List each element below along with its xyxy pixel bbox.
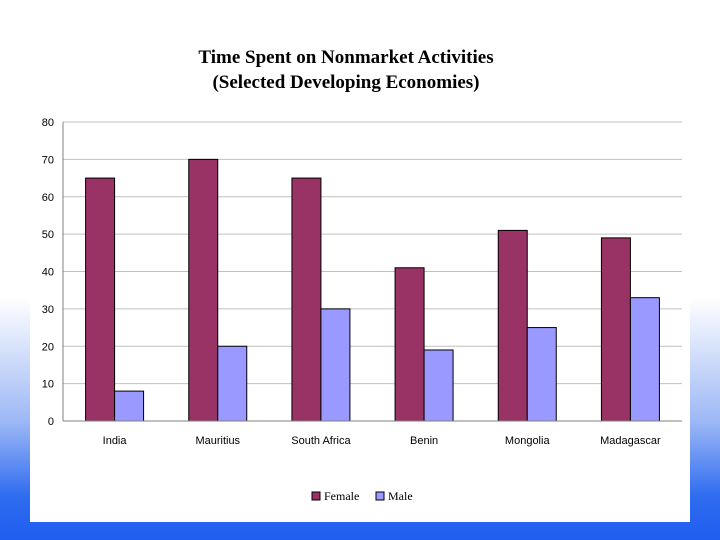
x-tick-label: Benin	[410, 435, 438, 447]
y-tick-label: 80	[42, 117, 54, 129]
bar-female-south-africa	[291, 177, 322, 422]
y-tick-label: 20	[42, 341, 54, 353]
legend-swatch-female	[311, 491, 321, 501]
bar-male-mauritius	[217, 345, 248, 422]
gridlines	[63, 121, 682, 422]
legend-label-female: Female	[324, 489, 359, 503]
y-axis-ticks: 0 10 20 30 40 50 60 70 80	[42, 117, 54, 428]
y-tick-label: 10	[42, 379, 54, 391]
x-tick-label: Madagascar	[600, 435, 661, 447]
chart-panel: Time Spent on Nonmarket Activities (Sele…	[30, 38, 690, 522]
bar-female-india	[85, 177, 116, 422]
bar-male-benin	[423, 349, 454, 422]
bar-male-mongolia	[526, 327, 557, 422]
bar-male-india	[114, 390, 145, 422]
bar-female-mauritius	[188, 158, 219, 422]
axes	[62, 122, 682, 422]
y-tick-label: 70	[42, 154, 54, 166]
x-tick-label: Mauritius	[195, 435, 240, 447]
x-tick-label: Mongolia	[505, 435, 551, 447]
chart-title-line-2: (Selected Developing Economies)	[212, 72, 479, 93]
bar-female-mongolia	[497, 229, 528, 422]
bar-male-south-africa	[320, 308, 351, 422]
y-tick-label: 30	[42, 304, 54, 316]
x-tick-label: India	[103, 435, 128, 447]
bars	[85, 158, 660, 422]
legend-swatch-male	[375, 491, 385, 501]
x-tick-label: South Africa	[291, 435, 351, 447]
bar-female-benin	[394, 267, 425, 422]
y-tick-label: 50	[42, 229, 54, 241]
bar-female-madagascar	[600, 237, 631, 422]
legend: Female Male	[311, 489, 413, 503]
y-tick-label: 0	[48, 416, 54, 428]
bar-chart: Time Spent on Nonmarket Activities (Sele…	[42, 47, 682, 503]
y-tick-label: 60	[42, 192, 54, 204]
x-axis-labels: India Mauritius South Africa Benin Mongolia M…	[103, 435, 661, 447]
bar-male-madagascar	[629, 297, 660, 422]
legend-label-male: Male	[388, 489, 413, 503]
y-tick-label: 40	[42, 267, 54, 279]
chart-title-line-1: Time Spent on Nonmarket Activities	[198, 47, 493, 68]
